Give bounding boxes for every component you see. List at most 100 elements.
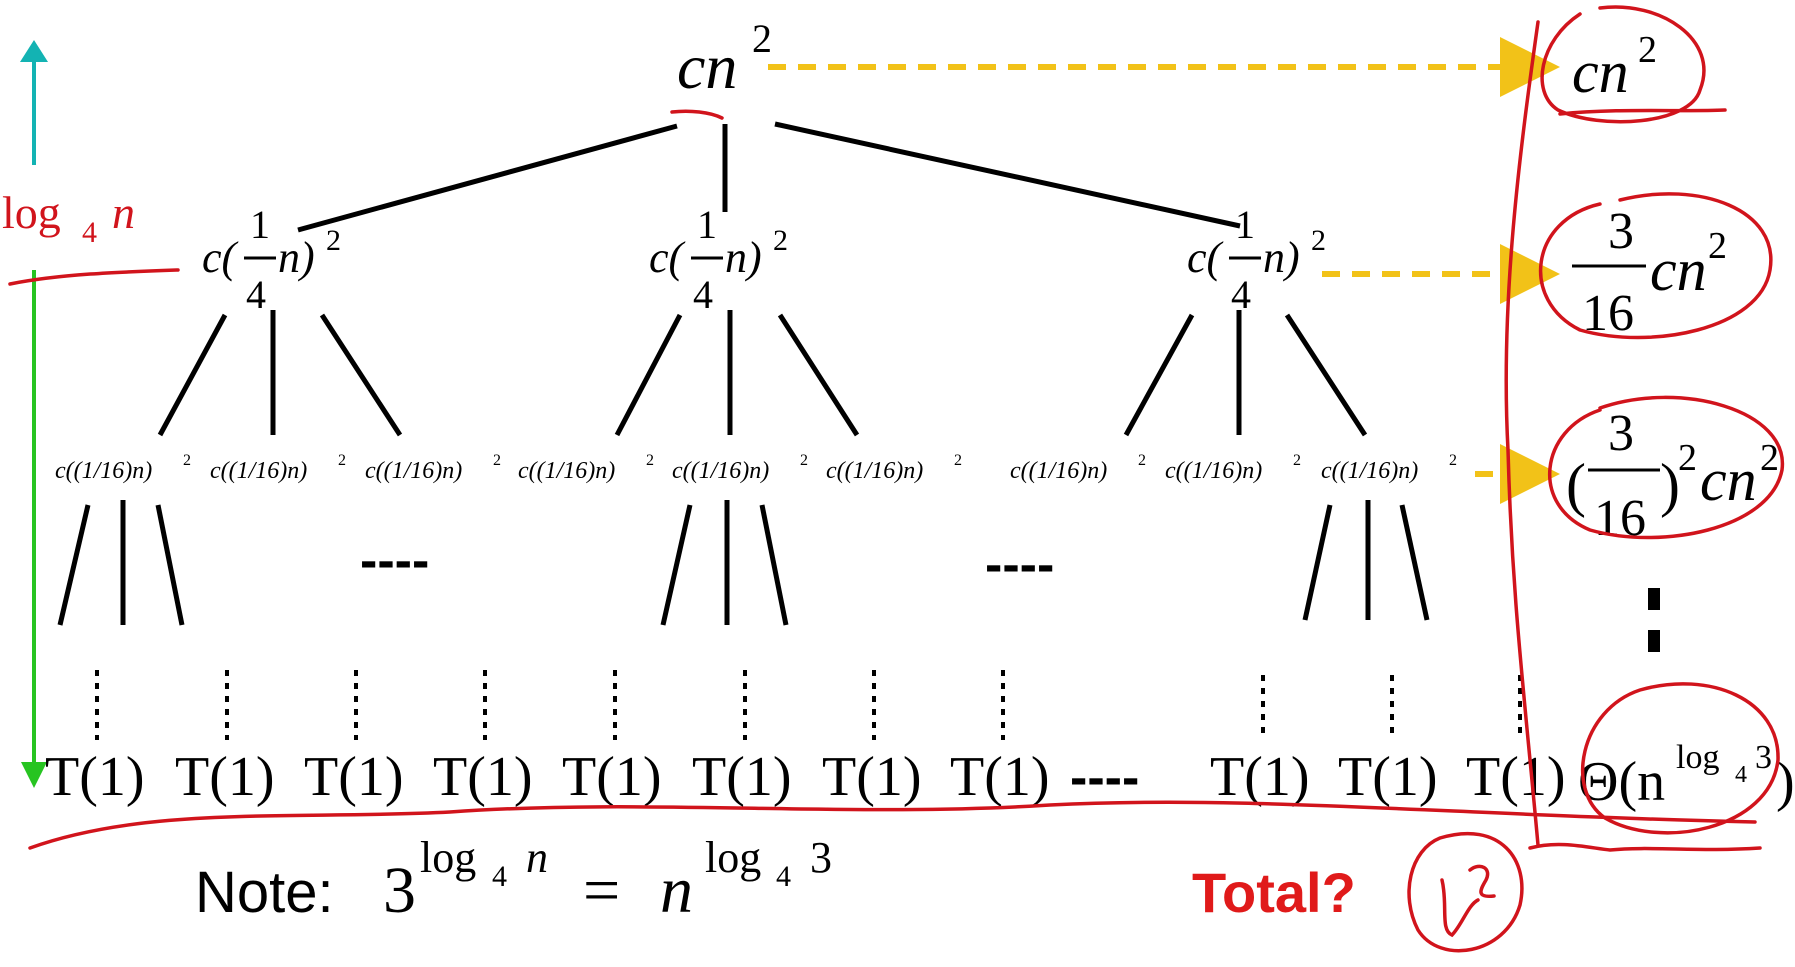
svg-text:log: log [1676, 739, 1719, 776]
svg-text:log: log [420, 833, 476, 882]
leaf-node: T(1) [562, 746, 662, 808]
level-2-node: c((1/16)n) 2 [1165, 452, 1301, 484]
level-2-node: c((1/16)n) 2 [826, 452, 962, 484]
leaf-row: T(1) T(1) T(1) T(1) T(1) T(1) T(1) T(1) T(1) T(1)… [45, 746, 1566, 808]
svg-text:2: 2 [1760, 437, 1779, 479]
svg-text:3: 3 [383, 854, 416, 927]
node-exponent: 2 [954, 452, 962, 469]
svg-text:2: 2 [1638, 29, 1657, 71]
node-exponent: 2 [183, 452, 191, 469]
leaf-node: T(1) [433, 746, 533, 808]
leaf-node: T(1) [692, 746, 792, 808]
svg-text:cn: cn [1700, 447, 1757, 513]
level-2-node: c((1/16)n) 2 [365, 452, 501, 484]
svg-text:): ) [1776, 751, 1795, 813]
sum-row1: 3 16 cn 2 [1572, 203, 1727, 342]
svg-text:2: 2 [752, 16, 772, 61]
answer-circle [1407, 831, 1524, 953]
level-2-edges [57, 500, 1430, 626]
level-1-node: c(1 4 n) 2 [202, 202, 341, 317]
node-text: c((1/16)n) [1321, 458, 1418, 484]
svg-text:n: n [112, 187, 135, 238]
sum-row2: ( 3 16 ) 2 cn 2 [1566, 405, 1779, 547]
node-var: n) [725, 233, 762, 282]
svg-text:2: 2 [1708, 225, 1727, 267]
node-numerator: 1 [697, 202, 717, 247]
red-annotations [8, 5, 1784, 953]
node-exponent: 2 [1311, 224, 1326, 257]
svg-text:log: log [705, 833, 761, 882]
descent-dots [95, 670, 1522, 740]
sum-row0: cn 2 [1572, 29, 1657, 105]
root-edges [297, 121, 1241, 233]
svg-text:4: 4 [492, 860, 507, 893]
svg-text:cn: cn [1572, 39, 1629, 105]
node-text: c((1/16)n) [672, 458, 769, 484]
svg-text:): ) [1660, 452, 1680, 518]
svg-text:4: 4 [82, 216, 97, 249]
node-numerator: 1 [1235, 202, 1255, 247]
node-var: n) [278, 233, 315, 282]
level-sum-arrows [768, 37, 1560, 504]
level-2-node: c((1/16)n) 2 [1321, 452, 1457, 484]
node-text: c((1/16)n) [826, 458, 923, 484]
svg-text:3: 3 [810, 833, 832, 882]
leaf-node: T(1) [1210, 746, 1310, 808]
height-arrow [20, 40, 48, 788]
leaf-node: T(1) [45, 746, 145, 808]
level-2-nodes: c((1/16)n) 2 c((1/16)n) 2 c((1/16)n) 2 c((1/16… [55, 452, 1457, 484]
node-exponent: 2 [646, 452, 654, 469]
total-label: Total? [1192, 861, 1356, 924]
ellipsis-left: ---- [360, 532, 429, 590]
svg-text:4: 4 [776, 860, 791, 893]
svg-text:=: = [583, 854, 620, 927]
level-1-node: c(1 4 n) 2 [1187, 202, 1326, 317]
node-text: c((1/16)n) [210, 458, 307, 484]
svg-text:4: 4 [1735, 762, 1747, 788]
node-denominator: 4 [246, 272, 266, 317]
node-exponent: 2 [773, 224, 788, 257]
level-sums: cn 2 3 16 cn 2 ( 3 16 ) 2 cn 2 Θ(n log 4 [1566, 29, 1795, 813]
svg-text:log: log [2, 187, 61, 238]
node-prefix: c( [649, 233, 686, 282]
node-exponent: 2 [1293, 452, 1301, 469]
leaf-node: T(1) [1466, 746, 1566, 808]
level-1-nodes: c(14n) 2 c(14n) 2 c(14n) 2 [202, 202, 1326, 317]
node-exponent: 2 [326, 224, 341, 257]
answer-scribble [1440, 864, 1496, 938]
svg-text:2: 2 [1678, 437, 1697, 479]
leaf-node: T(1) [822, 746, 922, 808]
node-prefix: c( [202, 233, 239, 282]
leaf-node: T(1) [1338, 746, 1438, 808]
root-node: cn 2 [677, 16, 772, 102]
level-1-node: c(1 4 n) 2 [649, 202, 788, 317]
level-2-node: c((1/16)n) 2 [1010, 452, 1146, 484]
svg-text:3: 3 [1608, 203, 1634, 260]
level-2-node: c((1/16)n) 2 [518, 452, 654, 484]
node-text: c((1/16)n) [518, 458, 615, 484]
svg-text:Note:: Note: [195, 860, 334, 925]
svg-text:(: ( [1566, 452, 1586, 518]
sum-column-border [1504, 20, 1762, 852]
node-denominator: 4 [693, 272, 713, 317]
height-arrow-down-head [21, 762, 47, 788]
leaf-node: T(1) [175, 746, 275, 808]
level-2-node: c((1/16)n) 2 [55, 452, 191, 484]
svg-text:n: n [660, 854, 693, 927]
node-exponent: 2 [1138, 452, 1146, 469]
svg-text:cn: cn [677, 31, 737, 102]
leaves-underline [28, 800, 1757, 850]
root-underline [670, 109, 724, 120]
sum-leaves: Θ(n log 4 3 ) [1578, 739, 1795, 813]
node-numerator: 1 [250, 202, 270, 247]
node-denominator: 4 [1231, 272, 1251, 317]
node-exponent: 2 [338, 452, 346, 469]
height-arrow-up-head [20, 40, 48, 62]
level-2-node: c((1/16)n) 2 [672, 452, 808, 484]
sum-row1-circle [1538, 192, 1773, 340]
level-2-node: c((1/16)n) 2 [210, 452, 346, 484]
note: Note: 3 log 4 n = n log 4 3 [195, 833, 832, 927]
node-text: c((1/16)n) [1165, 458, 1262, 484]
node-text: c((1/16)n) [365, 458, 462, 484]
